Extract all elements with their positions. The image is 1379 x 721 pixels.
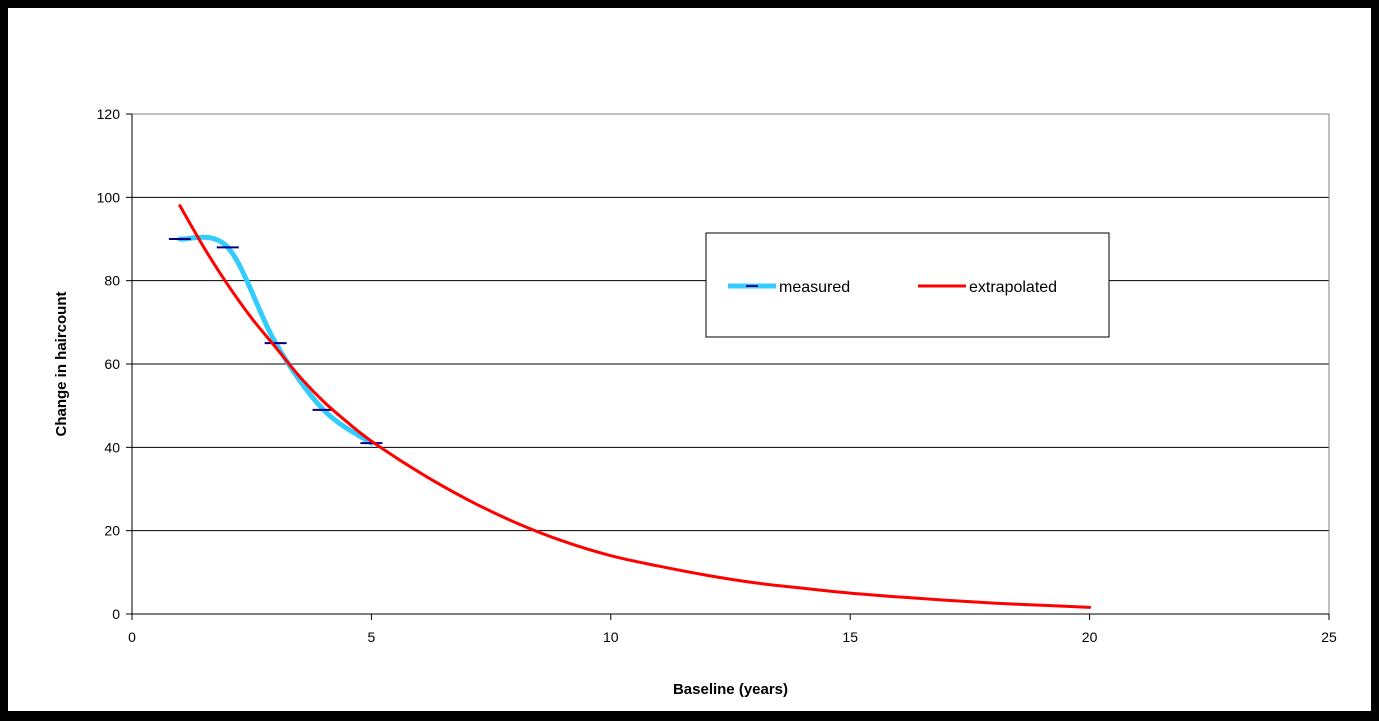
legend: measured extrapolated xyxy=(705,232,1110,338)
y-tick-label: 120 xyxy=(97,106,121,122)
y-tick-label: 80 xyxy=(104,273,120,289)
x-tick-label: 5 xyxy=(368,629,376,645)
x-tick-label: 0 xyxy=(128,629,136,645)
x-axis-title: Baseline (years) xyxy=(673,681,788,698)
legend-item-measured: measured xyxy=(728,279,850,296)
series xyxy=(168,204,1092,609)
x-tick-label: 25 xyxy=(1321,629,1337,645)
axes: 0 20 40 60 80 100 120 0 5 10 15 20 25 xyxy=(97,106,1337,645)
y-tick-label: 0 xyxy=(112,606,120,622)
line-chart: 0 20 40 60 80 100 120 0 5 10 15 20 25 Baseline (year… xyxy=(53,106,1337,698)
y-tick-label: 100 xyxy=(97,189,121,205)
y-axis-title: Change in haircount xyxy=(53,291,70,436)
grid xyxy=(132,196,1329,532)
legend-label: measured xyxy=(779,279,850,296)
chart-frame: 0 20 40 60 80 100 120 0 5 10 15 20 25 Baseline (year… xyxy=(8,8,1371,711)
series-line-extrapolated xyxy=(178,204,1092,609)
x-tick-label: 15 xyxy=(842,629,858,645)
y-tick-label: 40 xyxy=(104,439,120,455)
x-tick-label: 20 xyxy=(1082,629,1098,645)
legend-item-extrapolated: extrapolated xyxy=(918,279,1057,296)
series-line-measured xyxy=(177,234,374,446)
y-tick-label: 60 xyxy=(104,356,120,372)
legend-label: extrapolated xyxy=(969,279,1057,296)
x-tick-label: 10 xyxy=(603,629,619,645)
y-tick-label: 20 xyxy=(104,523,120,539)
